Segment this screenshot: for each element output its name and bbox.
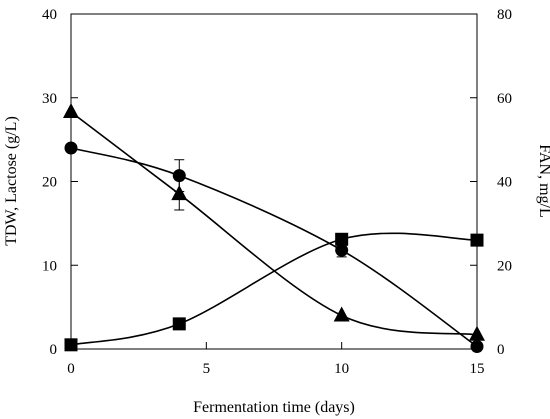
- series-triangle: [63, 102, 485, 341]
- x-tick-label: 0: [67, 361, 75, 377]
- data-point-triangle: [333, 306, 350, 322]
- data-point-square: [64, 338, 78, 352]
- y-axis-right-title: FAN, mg/L: [536, 144, 550, 217]
- x-tick-label: 5: [203, 361, 211, 377]
- series-line: [70, 232, 478, 346]
- plot-area-frame: [70, 13, 478, 350]
- y-right-tick-label: 80: [497, 7, 512, 23]
- ticks-layer: 0 5 10 15 0 10 20 30 40 0 20 40 60 80: [42, 7, 512, 377]
- x-tick-label: 10: [334, 361, 349, 377]
- series-line: [70, 147, 478, 348]
- data-point-circle: [335, 243, 349, 257]
- series-line: [70, 111, 478, 336]
- y-right-tick-label: 60: [497, 91, 512, 107]
- y-left-tick-label: 40: [42, 7, 57, 23]
- series-circle: [64, 141, 484, 353]
- y-right-tick-label: 20: [497, 258, 512, 274]
- data-point-triangle: [63, 102, 79, 118]
- data-point-circle: [64, 141, 78, 155]
- series-square: [64, 232, 484, 352]
- y-left-tick-label: 20: [42, 175, 57, 191]
- data-point-triangle: [469, 325, 485, 341]
- data-point-square: [172, 317, 186, 331]
- data-point-square: [470, 233, 484, 247]
- data-point-circle: [470, 339, 484, 353]
- y-axis-left-title: TDW, Lactose (g/L): [3, 116, 20, 246]
- y-left-tick-label: 30: [42, 91, 57, 107]
- data-point-circle: [172, 169, 186, 183]
- y-left-tick-label: 0: [50, 342, 58, 358]
- data-point-triangle: [171, 185, 188, 201]
- y-left-tick-label: 10: [42, 258, 57, 274]
- series-layer: [63, 102, 485, 353]
- x-axis-title: Fermentation time (days): [193, 399, 355, 416]
- y-right-tick-label: 0: [497, 342, 505, 358]
- data-point-square: [335, 232, 349, 246]
- x-tick-label: 15: [470, 361, 485, 377]
- y-right-tick-label: 40: [497, 175, 512, 191]
